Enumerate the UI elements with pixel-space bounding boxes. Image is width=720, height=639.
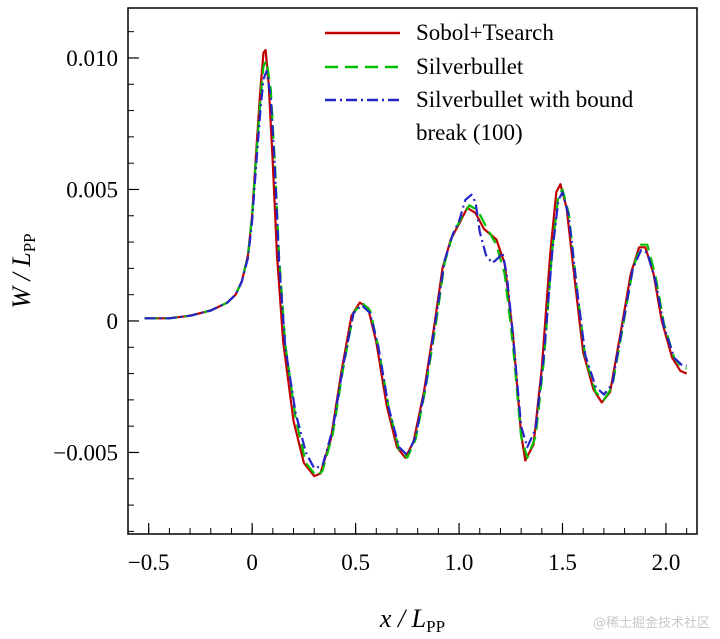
legend-label-1: Sobol+Tsearch bbox=[416, 20, 554, 45]
watermark: @稀土掘金技术社区 bbox=[592, 616, 710, 631]
x-axis-title: x / LPP bbox=[379, 604, 445, 636]
x-tick-label: 0 bbox=[246, 550, 258, 575]
series-line-2 bbox=[144, 59, 687, 478]
x-tick-label: 0.5 bbox=[341, 550, 370, 575]
series-line-1 bbox=[144, 49, 688, 478]
legend-label-3: break (100) bbox=[416, 120, 523, 145]
x-tick-label: 2.0 bbox=[652, 550, 681, 575]
y-tick-label: 0.005 bbox=[66, 177, 118, 202]
legend-label-2: Silverbullet bbox=[416, 54, 524, 79]
y-tick-label: 0 bbox=[107, 309, 119, 334]
x-tick-label: −0.5 bbox=[128, 550, 170, 575]
y-tick-label: −0.005 bbox=[53, 440, 118, 465]
y-axis-title: W / LPP bbox=[7, 233, 39, 308]
x-tick-label: 1.5 bbox=[548, 550, 577, 575]
y-tick-label: 0.010 bbox=[66, 46, 118, 71]
legend-label-3: Silverbullet with bound bbox=[416, 87, 634, 112]
series-line-3 bbox=[144, 70, 687, 470]
plot-frame bbox=[127, 7, 698, 535]
x-tick-label: 1.0 bbox=[445, 550, 474, 575]
